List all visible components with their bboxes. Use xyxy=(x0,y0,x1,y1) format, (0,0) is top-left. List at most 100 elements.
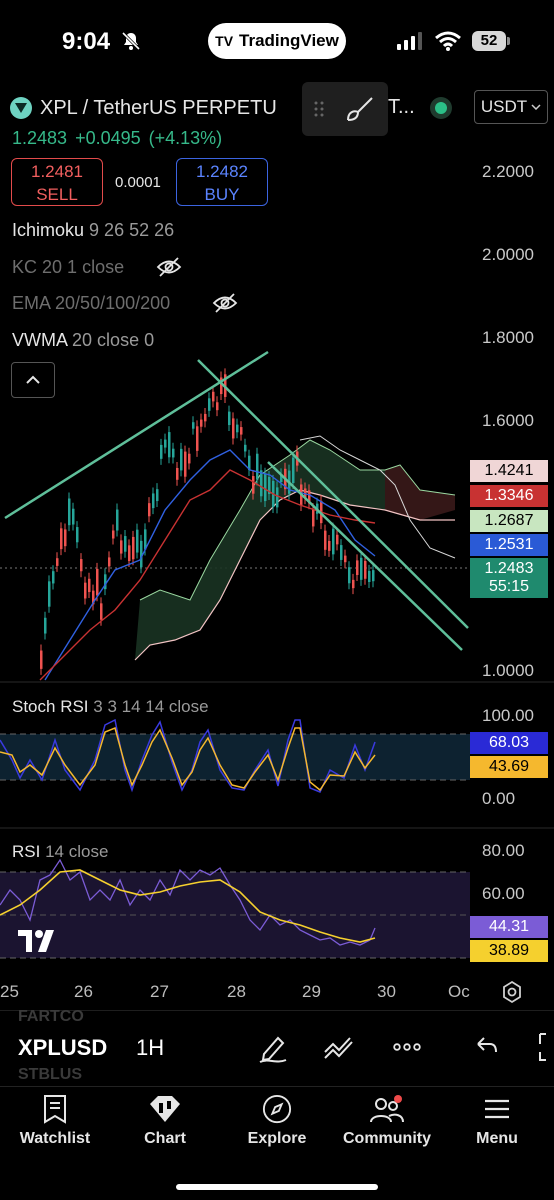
symbol-header[interactable]: XPL / TetherUS PERPETU xyxy=(10,94,277,122)
candle-body xyxy=(144,529,147,550)
indicator-params: 20/50/100/200 xyxy=(55,293,171,313)
chart-settings-icon[interactable] xyxy=(500,980,524,1004)
fullscreen-icon[interactable] xyxy=(532,1030,554,1064)
chart-canvas[interactable] xyxy=(0,0,554,1010)
candle-body xyxy=(180,448,183,471)
app-pill[interactable]: TV TradingView xyxy=(208,23,346,59)
currency-select[interactable]: USDT xyxy=(474,90,548,124)
time-axis-label: 26 xyxy=(74,982,93,1001)
indicator-kc[interactable]: KC 20 1 close xyxy=(12,257,124,278)
buy-price: 1.2482 xyxy=(196,162,248,181)
indicator-ema[interactable]: EMA 20/50/100/200 xyxy=(12,293,170,314)
symbol-logo-icon xyxy=(10,97,32,119)
candle-body xyxy=(212,391,215,402)
candle-body xyxy=(160,444,163,459)
nav-menu[interactable]: Menu xyxy=(442,1094,552,1154)
candle-body xyxy=(96,568,99,596)
candle-body xyxy=(260,470,263,497)
market-status-dot xyxy=(430,97,452,119)
trendline-upper-channel[interactable] xyxy=(197,359,469,629)
candle-body xyxy=(352,579,355,589)
pen-icon[interactable] xyxy=(256,1030,292,1064)
symbol-ghost-below: STBLUS xyxy=(18,1066,82,1083)
candle-body xyxy=(196,426,199,451)
nav-label: Menu xyxy=(476,1130,518,1147)
candle-body xyxy=(256,453,259,480)
ma-blue-line xyxy=(44,449,376,681)
candle-body xyxy=(360,557,363,580)
watchlist-icon xyxy=(44,1095,66,1124)
candle-body xyxy=(108,557,111,567)
price-tag: 1.2687 xyxy=(470,510,548,532)
nav-watchlist[interactable]: Watchlist xyxy=(0,1094,110,1154)
rsi-axis-label: 80.00 xyxy=(482,841,525,860)
time-axis-label: 25 xyxy=(0,982,19,1001)
trendline-lower-channel[interactable] xyxy=(267,461,463,651)
ichimoku-cloud-bull xyxy=(135,440,385,660)
buy-label: BUY xyxy=(204,185,240,204)
candle-body xyxy=(48,581,51,607)
candle-body xyxy=(248,455,251,471)
pane-params: 14 close xyxy=(45,842,109,861)
drag-handle-icon[interactable] xyxy=(314,100,324,118)
nav-explore[interactable]: Explore xyxy=(222,1094,332,1154)
indicator-vwma[interactable]: VWMA 20 close 0 xyxy=(12,330,154,351)
candle-body xyxy=(340,545,343,560)
candle-body xyxy=(132,536,135,560)
indicator-params: 9 26 52 26 xyxy=(89,220,175,240)
stoch-rsi-label[interactable]: Stoch RSI 3 3 14 14 close xyxy=(12,697,209,717)
candle-body xyxy=(40,650,43,669)
sell-price: 1.2481 xyxy=(31,162,83,181)
indicators-icon[interactable] xyxy=(322,1030,358,1064)
eye-hidden-icon[interactable] xyxy=(156,256,182,278)
candle-body xyxy=(200,419,203,427)
stoch-band xyxy=(0,734,470,780)
nav-chart[interactable]: Chart xyxy=(110,1094,220,1154)
candle-body xyxy=(140,540,143,568)
candle-body xyxy=(52,571,55,584)
collapse-indicators-button[interactable] xyxy=(11,362,55,398)
candle-body xyxy=(80,559,83,572)
more-icon[interactable] xyxy=(389,1030,425,1064)
rsi-label[interactable]: RSI 14 close xyxy=(12,842,108,862)
indicator-name: EMA xyxy=(12,293,51,313)
eye-hidden-icon[interactable] xyxy=(212,292,238,314)
nav-label: Chart xyxy=(144,1130,186,1147)
symbol-picker[interactable]: XPLUSD xyxy=(18,1035,108,1060)
candlestick-series xyxy=(40,368,375,675)
time-axis-label: 27 xyxy=(150,982,169,1001)
candle-body xyxy=(280,474,283,483)
candle-body xyxy=(168,432,171,458)
undo-icon[interactable] xyxy=(468,1030,504,1064)
brush-icon[interactable] xyxy=(342,94,378,124)
bottom-nav xyxy=(0,1086,554,1200)
candle-body xyxy=(364,560,367,579)
spread-value: 0.0001 xyxy=(115,174,161,191)
sell-button[interactable]: 1.2481 SELL xyxy=(11,158,103,206)
nav-community[interactable]: Community xyxy=(332,1094,442,1154)
time-axis-label: 30 xyxy=(377,982,396,1001)
trendline-support[interactable] xyxy=(4,350,269,520)
pane-name: Stoch RSI xyxy=(12,697,89,716)
buy-button[interactable]: 1.2482 BUY xyxy=(176,158,268,206)
candle-body xyxy=(312,509,315,527)
indicator-params: 20 close 0 xyxy=(72,330,155,350)
candle-body xyxy=(208,398,211,411)
candle-body xyxy=(216,402,219,411)
price-tag: 1.3346 xyxy=(470,485,548,507)
candle-body xyxy=(128,545,131,562)
drawing-toolbar-float[interactable] xyxy=(302,82,388,136)
candle-body xyxy=(252,476,255,494)
price-axis-label: 2.2000 xyxy=(482,162,534,181)
nav-label: Community xyxy=(343,1130,431,1147)
stoch-d-line xyxy=(0,726,376,792)
rsi-value-tag: 44.31 xyxy=(470,916,548,938)
candle-body xyxy=(268,476,271,494)
timeframe-picker[interactable]: 1H xyxy=(136,1035,165,1060)
price-axis-label: 1.8000 xyxy=(482,328,534,347)
pane-params: 3 3 14 14 close xyxy=(93,697,209,716)
indicator-ichimoku[interactable]: Ichimoku 9 26 52 26 xyxy=(12,220,174,241)
candle-body xyxy=(92,590,95,605)
candle-body xyxy=(64,529,67,547)
candle-body xyxy=(348,567,351,584)
